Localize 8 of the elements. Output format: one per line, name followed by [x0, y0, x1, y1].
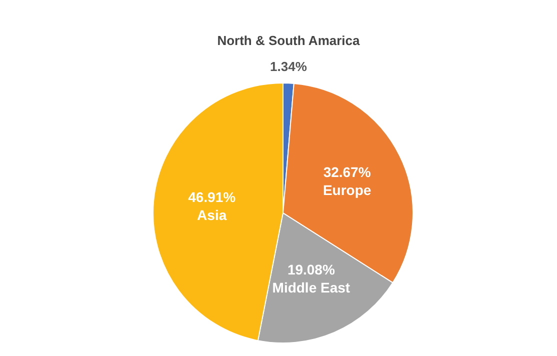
- slice-label: Middle East: [272, 280, 350, 296]
- data-label: 1.34%: [270, 59, 308, 74]
- slice-label: North & South Amarica: [217, 33, 361, 48]
- data-label: 46.91%: [188, 189, 236, 206]
- data-label: 32.67%: [323, 164, 372, 180]
- slice-label: Europe: [322, 182, 372, 198]
- data-label: 19.08%: [287, 262, 336, 278]
- slice-label: Asia: [197, 207, 227, 224]
